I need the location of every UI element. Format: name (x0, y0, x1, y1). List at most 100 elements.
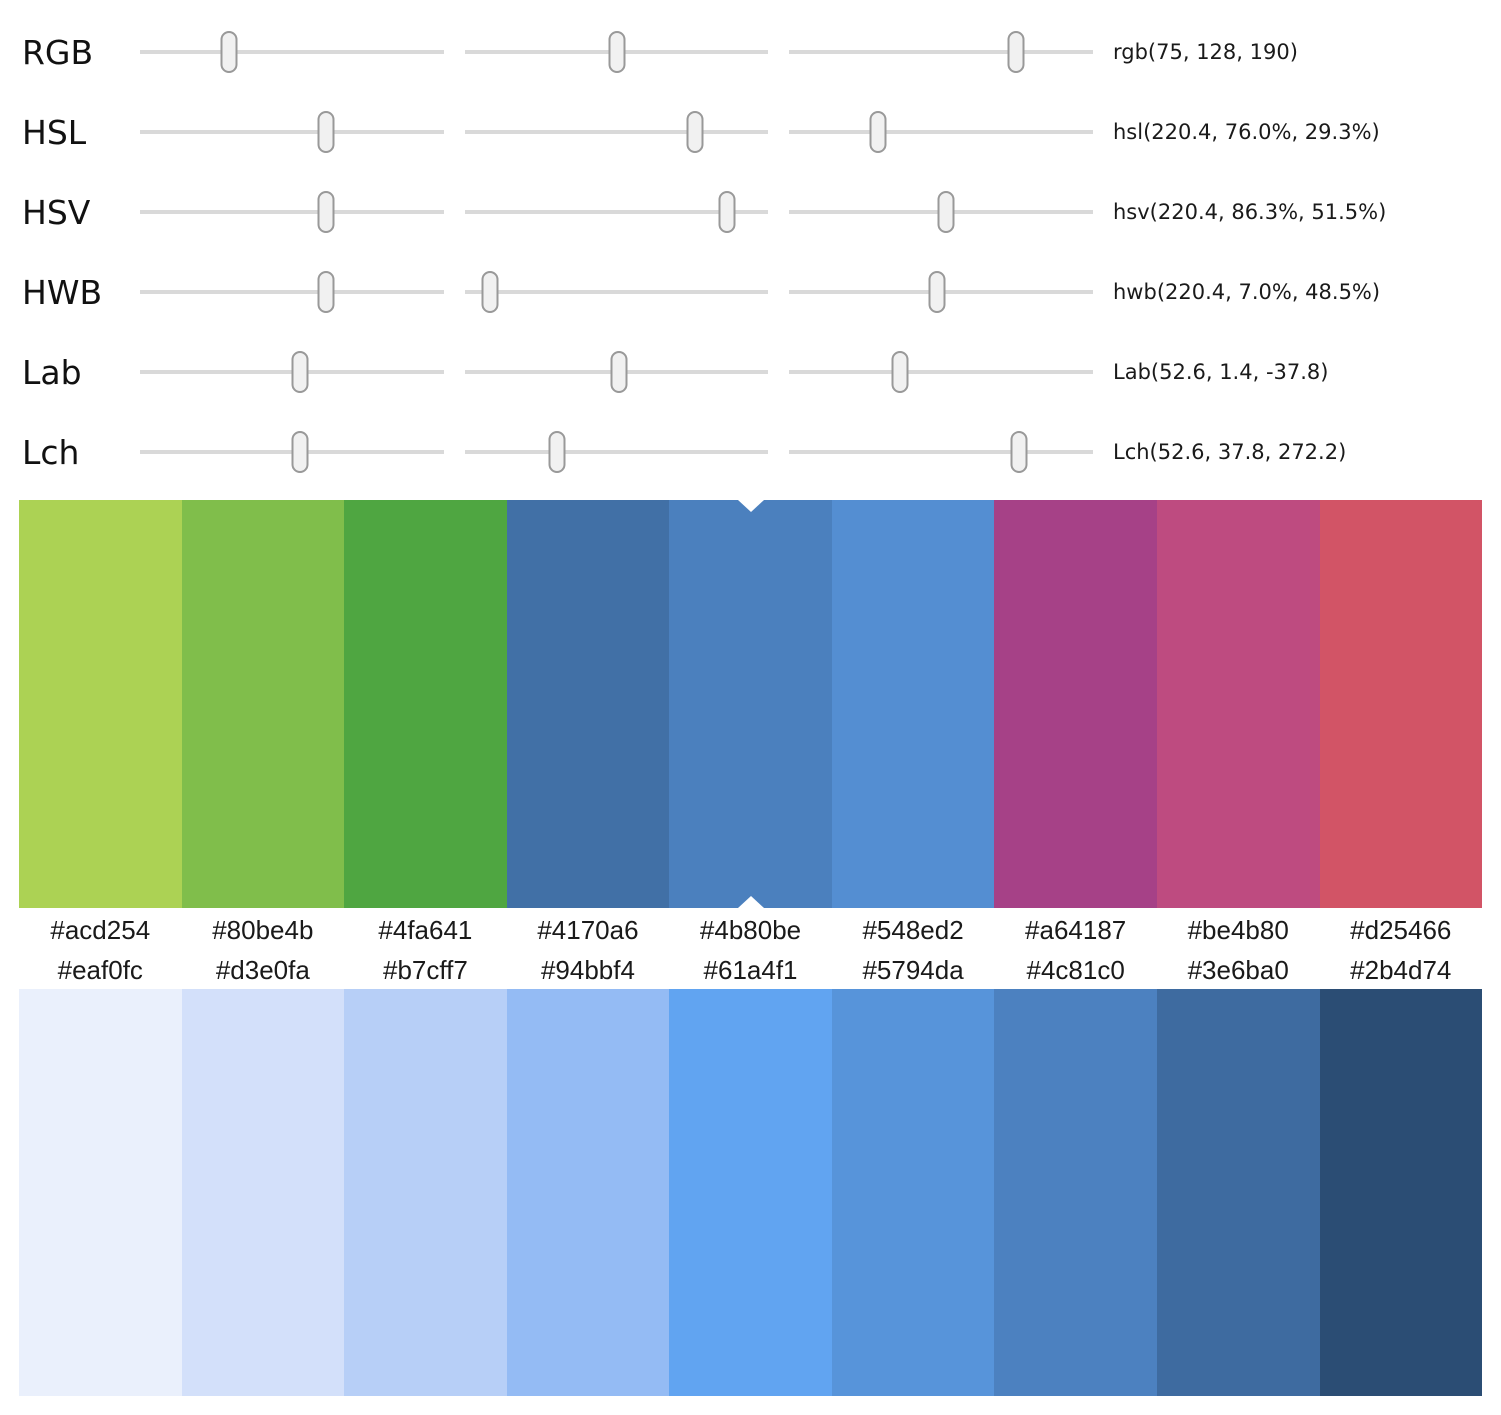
colorspace-label: HWB (22, 272, 103, 312)
slider-track-group (140, 188, 1094, 236)
hue-palette-swatch[interactable] (506, 500, 670, 908)
colorspace-label: RGB (22, 32, 94, 72)
slider-track[interactable] (789, 450, 1094, 454)
colorspace-label: Lch (22, 432, 80, 472)
slider-thumb[interactable] (610, 351, 628, 393)
slider-thumb[interactable] (220, 31, 238, 73)
slider-row-hsv: HSV hsv(220.4, 86.3%, 51.5%) (0, 172, 1501, 252)
slider-row-lab: Lab Lab(52.6, 1.4, -37.8) (0, 332, 1501, 412)
hue-palette-swatch[interactable] (19, 500, 182, 908)
shade-palette-swatch[interactable] (1156, 989, 1320, 1396)
color-value-label: hsl(220.4, 76.0%, 29.3%) (1113, 120, 1380, 144)
hex-label: #80be4b (212, 914, 314, 945)
shade-hex-label-row: #eaf0fc #d3e0fa #b7cff7 #94bbf4 #61a4f1 #5794… (19, 952, 1482, 989)
slider-thumb[interactable] (891, 351, 909, 393)
slider[interactable] (464, 108, 769, 156)
slider-track-group (140, 268, 1094, 316)
slider-thumb[interactable] (718, 191, 736, 233)
color-value-label: hwb(220.4, 7.0%, 48.5%) (1113, 280, 1381, 304)
slider[interactable] (464, 268, 769, 316)
slider-thumb[interactable] (481, 271, 499, 313)
slider-thumb[interactable] (928, 271, 946, 313)
slider-row-hwb: HWB hwb(220.4, 7.0%, 48.5%) (0, 252, 1501, 332)
slider-track-group (140, 348, 1094, 396)
slider-thumb[interactable] (937, 191, 955, 233)
slider[interactable] (140, 268, 444, 316)
shade-palette-swatch[interactable] (506, 989, 670, 1396)
slider[interactable] (464, 188, 769, 236)
slider[interactable] (464, 428, 769, 476)
shade-palette-swatch[interactable] (344, 989, 507, 1396)
slider-track[interactable] (789, 50, 1094, 54)
slider[interactable] (140, 188, 444, 236)
shade-palette-swatch[interactable] (19, 989, 182, 1396)
hex-label: #4170a6 (537, 914, 639, 945)
slider-track-group (140, 28, 1094, 76)
shade-palette-strip (19, 989, 1483, 1396)
hue-palette-swatch[interactable] (344, 500, 507, 908)
slider-thumb[interactable] (317, 271, 335, 313)
hue-palette-swatch[interactable] (181, 500, 345, 908)
hex-label: #be4b80 (1187, 914, 1289, 945)
slider-track[interactable] (464, 130, 769, 134)
slider[interactable] (789, 108, 1094, 156)
hue-hex-label-row: #acd254 #80be4b #4fa641 #4170a6 #4b80be #548e… (19, 908, 1482, 952)
slider-track[interactable] (789, 130, 1094, 134)
selected-swatch-notch-top (737, 500, 764, 512)
color-slider-panel: RGB rgb(75, 128, 190) HSL (0, 0, 1501, 492)
hex-label: #eaf0fc (57, 955, 143, 985)
slider[interactable] (789, 28, 1094, 76)
hue-palette-swatch[interactable] (1319, 500, 1483, 908)
slider[interactable] (464, 28, 769, 76)
hue-palette-swatch[interactable] (1156, 500, 1320, 908)
slider[interactable] (140, 428, 444, 476)
hue-palette-swatch[interactable] (994, 500, 1157, 908)
color-value-label: Lab(52.6, 1.4, -37.8) (1113, 360, 1329, 384)
slider[interactable] (140, 108, 444, 156)
slider-thumb[interactable] (291, 351, 309, 393)
hex-label: #acd254 (50, 914, 151, 945)
slider[interactable] (789, 348, 1094, 396)
slider-thumb[interactable] (317, 111, 335, 153)
slider-track[interactable] (464, 210, 769, 214)
hex-label: #d25466 (1350, 914, 1452, 945)
hex-label: #3e6ba0 (1187, 955, 1289, 985)
slider-track[interactable] (464, 450, 769, 454)
slider-track[interactable] (140, 50, 444, 54)
colorspace-label: HSV (22, 192, 91, 232)
slider-thumb[interactable] (1007, 31, 1025, 73)
shade-palette-swatch[interactable] (669, 989, 832, 1396)
color-value-label: hsv(220.4, 86.3%, 51.5%) (1113, 200, 1387, 224)
slider-track[interactable] (789, 370, 1094, 374)
hue-palette-swatch[interactable] (831, 500, 995, 908)
slider-thumb[interactable] (291, 431, 309, 473)
shade-palette-swatch[interactable] (994, 989, 1157, 1396)
colorspace-label: Lab (22, 352, 82, 392)
slider[interactable] (140, 28, 444, 76)
hex-label: #4b80be (699, 914, 802, 945)
slider-thumb[interactable] (869, 111, 887, 153)
shade-palette-swatch[interactable] (181, 989, 345, 1396)
slider[interactable] (140, 348, 444, 396)
slider-track[interactable] (140, 290, 444, 294)
colorspace-label: HSL (22, 112, 87, 152)
slider-track[interactable] (140, 210, 444, 214)
slider-thumb[interactable] (1010, 431, 1028, 473)
slider-thumb[interactable] (548, 431, 566, 473)
slider-thumb[interactable] (608, 31, 626, 73)
shade-palette-swatch[interactable] (1319, 989, 1483, 1396)
slider-row-hsl: HSL hsl(220.4, 76.0%, 29.3%) (0, 92, 1501, 172)
hex-label: #2b4d74 (1350, 955, 1452, 985)
hue-palette-swatch[interactable] (669, 500, 832, 908)
slider[interactable] (789, 188, 1094, 236)
slider-thumb[interactable] (317, 191, 335, 233)
slider-track[interactable] (140, 130, 444, 134)
hex-label: #a64187 (1025, 914, 1127, 945)
slider[interactable] (789, 268, 1094, 316)
slider-track[interactable] (464, 290, 769, 294)
color-value-label: rgb(75, 128, 190) (1113, 40, 1298, 64)
slider[interactable] (464, 348, 769, 396)
slider-thumb[interactable] (686, 111, 704, 153)
slider[interactable] (789, 428, 1094, 476)
shade-palette-swatch[interactable] (831, 989, 995, 1396)
